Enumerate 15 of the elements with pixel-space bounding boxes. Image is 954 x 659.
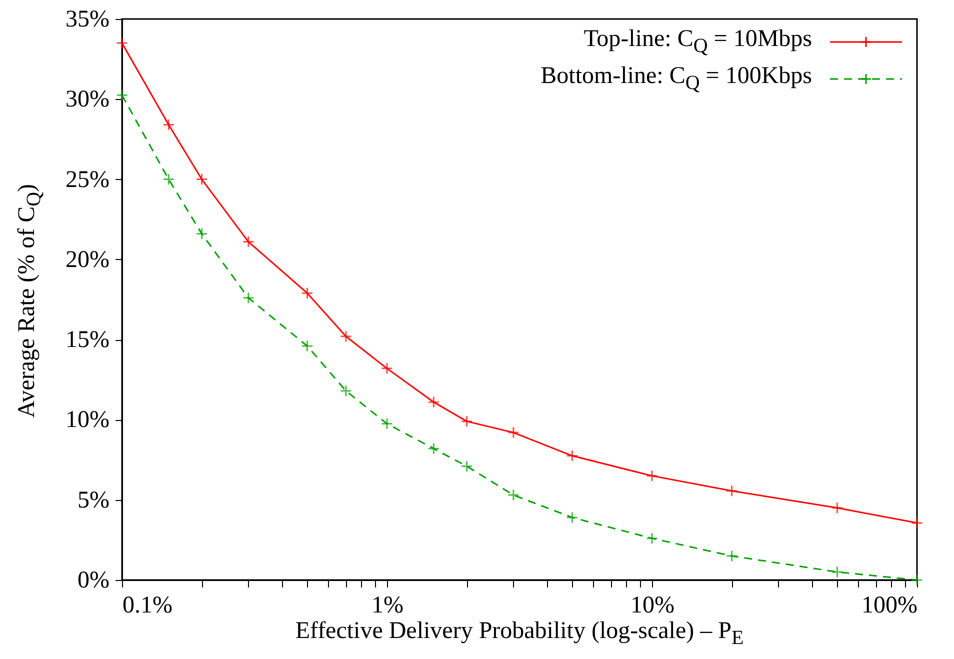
- x-tick-label: 100%: [862, 592, 918, 618]
- x-tick-label: 0.1%: [122, 592, 172, 618]
- y-tick-label: 25%: [66, 166, 110, 193]
- x-tick-label: 10%: [630, 592, 674, 618]
- y-tick-label: 35%: [66, 6, 110, 32]
- y-tick-label: 0%: [78, 568, 110, 594]
- legend-label: Bottom-line: C$_{Q}$ = 100Kbps: [540, 62, 812, 96]
- legend-label: Top-line: C$_{Q}$ = 10Mbps: [584, 25, 812, 59]
- x-tick-label: 1%: [372, 592, 404, 618]
- y-tick-label: 20%: [66, 246, 110, 273]
- y-tick-label: 30%: [66, 86, 110, 113]
- x-axis-title: Effective Delivery Probability (log-scale) – P$_{E}$: [294, 618, 745, 650]
- y-tick-label: 10%: [66, 407, 110, 434]
- y-tick-label: 15%: [66, 327, 110, 354]
- y-tick-label: 5%: [78, 487, 110, 514]
